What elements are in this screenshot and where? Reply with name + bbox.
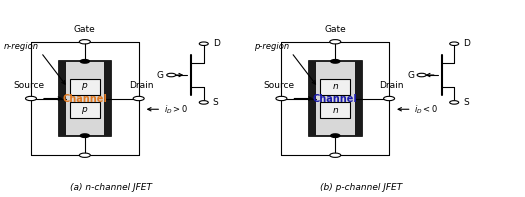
Text: Source: Source [264, 81, 295, 90]
Circle shape [167, 73, 176, 77]
Text: Channel: Channel [313, 94, 358, 103]
Circle shape [200, 101, 208, 104]
Circle shape [26, 96, 37, 101]
Text: $i_D > 0$: $i_D > 0$ [164, 103, 188, 115]
Circle shape [450, 101, 459, 104]
Text: G: G [157, 71, 164, 80]
Text: $p$: $p$ [81, 82, 89, 92]
Circle shape [79, 153, 90, 157]
Circle shape [331, 134, 340, 138]
Bar [70, 79, 100, 95]
Circle shape [79, 40, 90, 44]
Bar [104, 61, 111, 136]
Text: S: S [213, 98, 218, 107]
Circle shape [331, 59, 340, 63]
Circle shape [384, 96, 395, 101]
Bar [59, 61, 111, 136]
Text: p-region: p-region [254, 42, 289, 51]
Text: $i_D < 0$: $i_D < 0$ [414, 103, 438, 115]
Bar [59, 61, 66, 136]
Circle shape [330, 40, 341, 44]
Circle shape [80, 59, 89, 63]
Bar [70, 102, 100, 118]
Text: S: S [463, 98, 469, 107]
Circle shape [200, 42, 208, 46]
Bar [309, 61, 362, 136]
Text: D: D [213, 39, 219, 48]
Bar [309, 61, 316, 136]
Circle shape [330, 153, 341, 157]
Text: G: G [407, 71, 414, 80]
Circle shape [133, 96, 144, 101]
Text: Drain: Drain [129, 81, 153, 90]
Circle shape [80, 134, 89, 138]
Text: (b) p-channel JFET: (b) p-channel JFET [320, 183, 403, 192]
Text: $p$: $p$ [81, 105, 89, 115]
Bar [320, 79, 351, 95]
Circle shape [276, 96, 287, 101]
Text: D: D [463, 39, 470, 48]
Bar [354, 61, 362, 136]
Bar [320, 102, 351, 118]
Text: Gate: Gate [324, 25, 346, 34]
Text: Gate: Gate [74, 25, 96, 34]
Circle shape [450, 42, 459, 46]
Text: (a) n-channel JFET: (a) n-channel JFET [70, 183, 152, 192]
Text: Drain: Drain [380, 81, 404, 90]
Text: Source: Source [13, 81, 44, 90]
Text: $n$: $n$ [332, 83, 339, 91]
Circle shape [417, 73, 426, 77]
Text: n-region: n-region [4, 42, 38, 51]
Text: Channel: Channel [62, 94, 107, 103]
Text: $n$: $n$ [332, 106, 339, 114]
